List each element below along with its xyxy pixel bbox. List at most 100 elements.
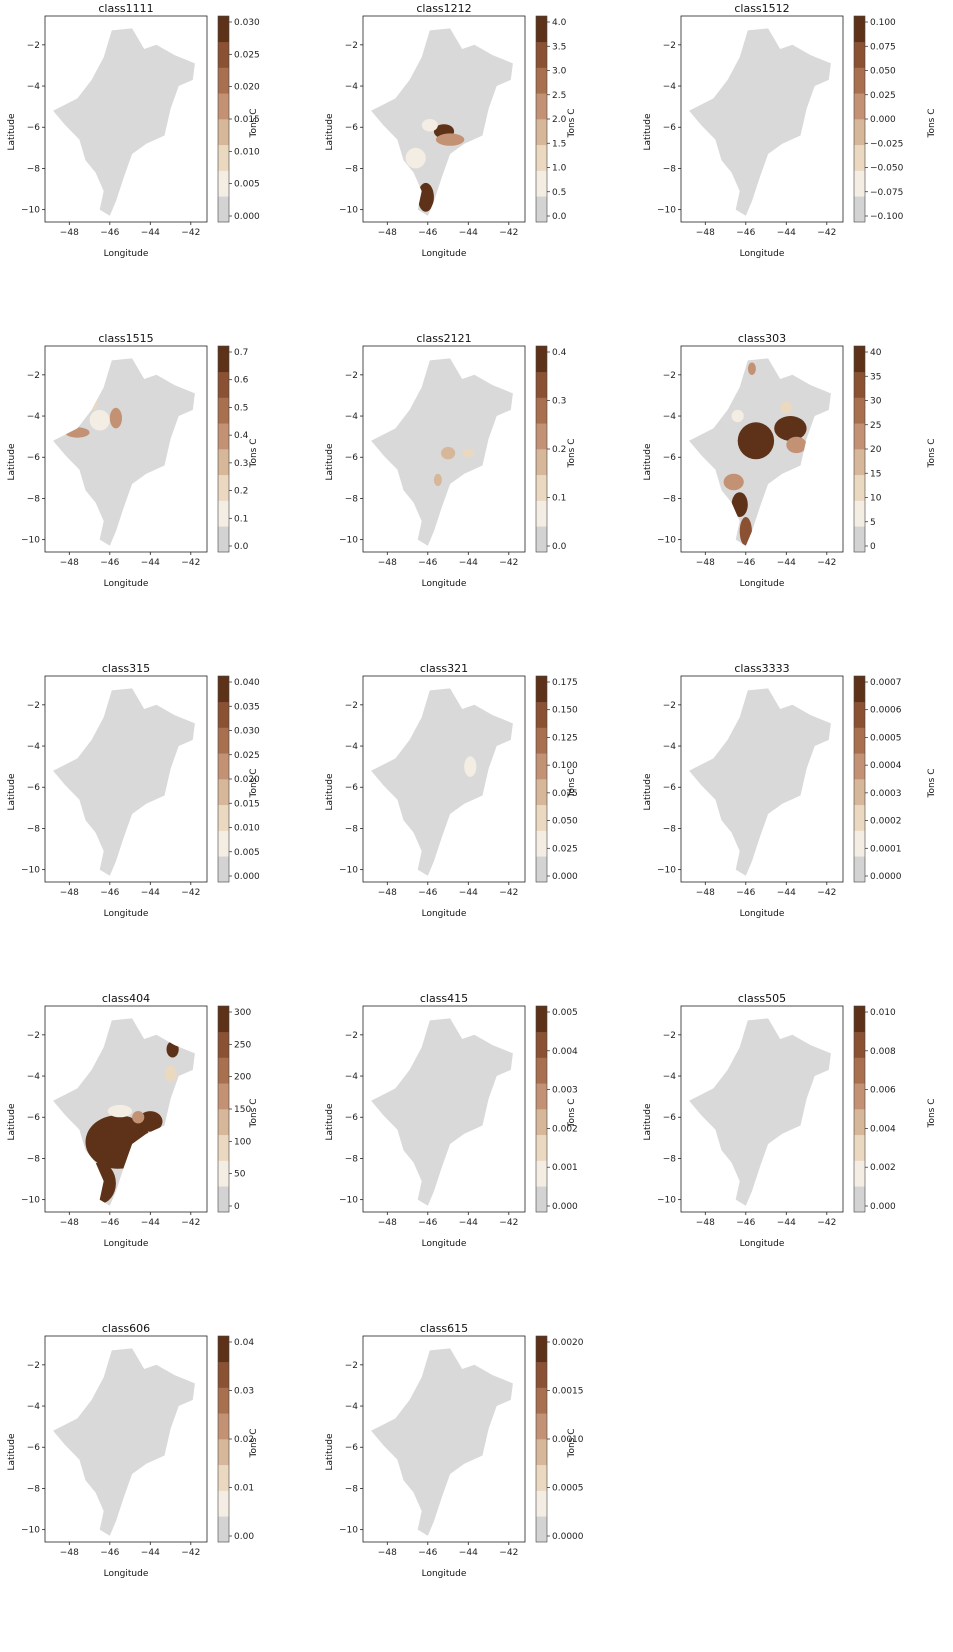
y-tick-label: −8	[345, 1484, 359, 1494]
colorbar-tick-label: 150	[234, 1105, 251, 1115]
municipality-region	[737, 422, 775, 460]
map-plot: −48 −46 −44 −42 −2 −4 −6 −8 −10 0.000 0.002 0.004 0.…	[657, 1005, 896, 1228]
colorbar-tick-label: 0.5	[552, 188, 566, 198]
y-axis-label: Latitude	[643, 113, 653, 151]
y-tick-label: −2	[345, 1031, 358, 1041]
colorbar-segment	[854, 449, 865, 476]
colorbar-segment	[854, 830, 865, 857]
colorbar-segment	[854, 1031, 865, 1058]
y-tick-label: −6	[663, 123, 677, 133]
colorbar-tick-label: 0.005	[234, 180, 260, 190]
municipality-region	[109, 407, 122, 429]
y-tick-label: −4	[345, 412, 359, 422]
colorbar-label: Tons C	[567, 1428, 577, 1458]
y-tick-label: −4	[663, 412, 677, 422]
colorbar-tick-label: 0.003	[552, 1086, 578, 1096]
colorbar-segment	[218, 856, 229, 883]
panel-title: class1515	[98, 332, 154, 345]
colorbar-segment	[218, 676, 229, 703]
municipality-region	[723, 473, 744, 491]
y-tick-label: −6	[345, 1113, 359, 1123]
colorbar-tick-label: 0.0007	[870, 678, 902, 688]
map-panel-class1111: class1111 −48 −46 −44 −42 −2 −4 −6 −8 −10 0.000 0.0…	[0, 2, 318, 332]
colorbar-tick-label: 0.010	[234, 147, 260, 157]
state-outline	[53, 1348, 195, 1536]
panel-title: class1111	[98, 2, 154, 15]
x-tick-label: −48	[60, 228, 79, 238]
municipality-region	[786, 436, 807, 454]
colorbar-label: Tons C	[567, 768, 577, 798]
map-panel-class2121: class2121 −48 −46 −44 −42 −2 −4 −6 −8 −10 0.0 0.1 0.…	[318, 332, 636, 662]
colorbar-segment	[854, 500, 865, 527]
y-tick-label: −2	[27, 1031, 40, 1041]
colorbar-segment	[854, 526, 865, 553]
colorbar-segment	[854, 779, 865, 806]
y-tick-label: −10	[657, 866, 676, 876]
colorbar-segment	[218, 500, 229, 527]
map-plot: −48 −46 −44 −42 −2 −4 −6 −8 −10 0.0000 0.0001 0.000…	[657, 675, 902, 898]
colorbar-segment	[536, 1083, 547, 1110]
y-tick-label: −8	[345, 494, 359, 504]
x-tick-label: −48	[60, 1218, 79, 1228]
y-axis-label: Latitude	[325, 443, 335, 481]
colorbar-tick-label: 0.000	[870, 115, 896, 125]
colorbar-segment	[854, 1006, 865, 1033]
colorbar-tick-label: 0.4	[234, 431, 249, 441]
colorbar-tick-label: 0.00	[234, 1532, 254, 1542]
colorbar-tick-label: 0.0006	[870, 706, 902, 716]
municipality-region	[780, 401, 793, 414]
y-tick-label: −10	[657, 1196, 676, 1206]
colorbar-tick-label: 3.5	[552, 42, 566, 52]
colorbar-segment	[536, 676, 547, 703]
x-tick-label: −44	[459, 228, 478, 238]
x-tick-label: −48	[696, 558, 715, 568]
colorbar-segment	[218, 1109, 229, 1136]
x-tick-label: −44	[141, 228, 160, 238]
map-plot: −48 −46 −44 −42 −2 −4 −6 −8 −10 0.0 0.5 1.0 1.5 2.0 2.…	[339, 15, 567, 238]
colorbar-tick-label: 0.005	[234, 848, 260, 858]
colorbar-tick-label: 0.040	[234, 678, 260, 688]
colorbar-tick-label: 0.006	[870, 1086, 896, 1096]
colorbar-tick-label: 0.150	[552, 706, 578, 716]
colorbar-segment	[218, 1387, 229, 1414]
colorbar-segment	[218, 93, 229, 120]
x-tick-label: −48	[696, 888, 715, 898]
colorbar-segment	[536, 1109, 547, 1136]
y-tick-label: −6	[345, 1443, 359, 1453]
x-tick-label: −44	[459, 888, 478, 898]
colorbar-tick-label: 10	[870, 494, 882, 504]
y-tick-label: −10	[657, 536, 676, 546]
colorbar-segment	[536, 346, 547, 373]
x-tick-label: −46	[100, 888, 119, 898]
map-panel-class1512: class1512 −48 −46 −44 −42 −2 −4 −6 −8 −10 −0.100 −0…	[636, 2, 953, 332]
x-tick-label: −42	[499, 1218, 518, 1228]
colorbar-segment	[854, 727, 865, 754]
colorbar-segment	[536, 1387, 547, 1414]
colorbar-tick-label: 3.0	[552, 67, 567, 77]
x-axis-label: Longitude	[739, 1239, 785, 1249]
colorbar-segment	[536, 526, 547, 553]
colorbar-tick-label: 0.0020	[552, 1338, 584, 1348]
colorbar-tick-label: 15	[870, 469, 881, 479]
x-tick-label: −46	[736, 888, 755, 898]
colorbar-tick-label: 0.001	[552, 1163, 578, 1173]
x-tick-label: −44	[459, 558, 478, 568]
colorbar-segment	[536, 753, 547, 780]
colorbar-tick-label: 0.6	[234, 376, 249, 386]
colorbar-segment	[854, 423, 865, 450]
colorbar-segment	[218, 1413, 229, 1440]
y-tick-label: −2	[663, 371, 676, 381]
municipality-region	[417, 182, 434, 212]
y-tick-label: −4	[663, 742, 677, 752]
colorbar-segment	[536, 830, 547, 857]
colorbar-segment	[536, 701, 547, 728]
colorbar-tick-label: 0.025	[234, 50, 260, 60]
colorbar-segment	[218, 1361, 229, 1388]
colorbar-segment	[854, 1134, 865, 1161]
y-tick-label: −2	[345, 371, 358, 381]
colorbar-segment	[536, 474, 547, 501]
y-tick-label: −2	[345, 701, 358, 711]
colorbar-segment	[854, 67, 865, 94]
colorbar-tick-label: 0.4	[552, 348, 567, 358]
y-tick-label: −4	[27, 1402, 41, 1412]
